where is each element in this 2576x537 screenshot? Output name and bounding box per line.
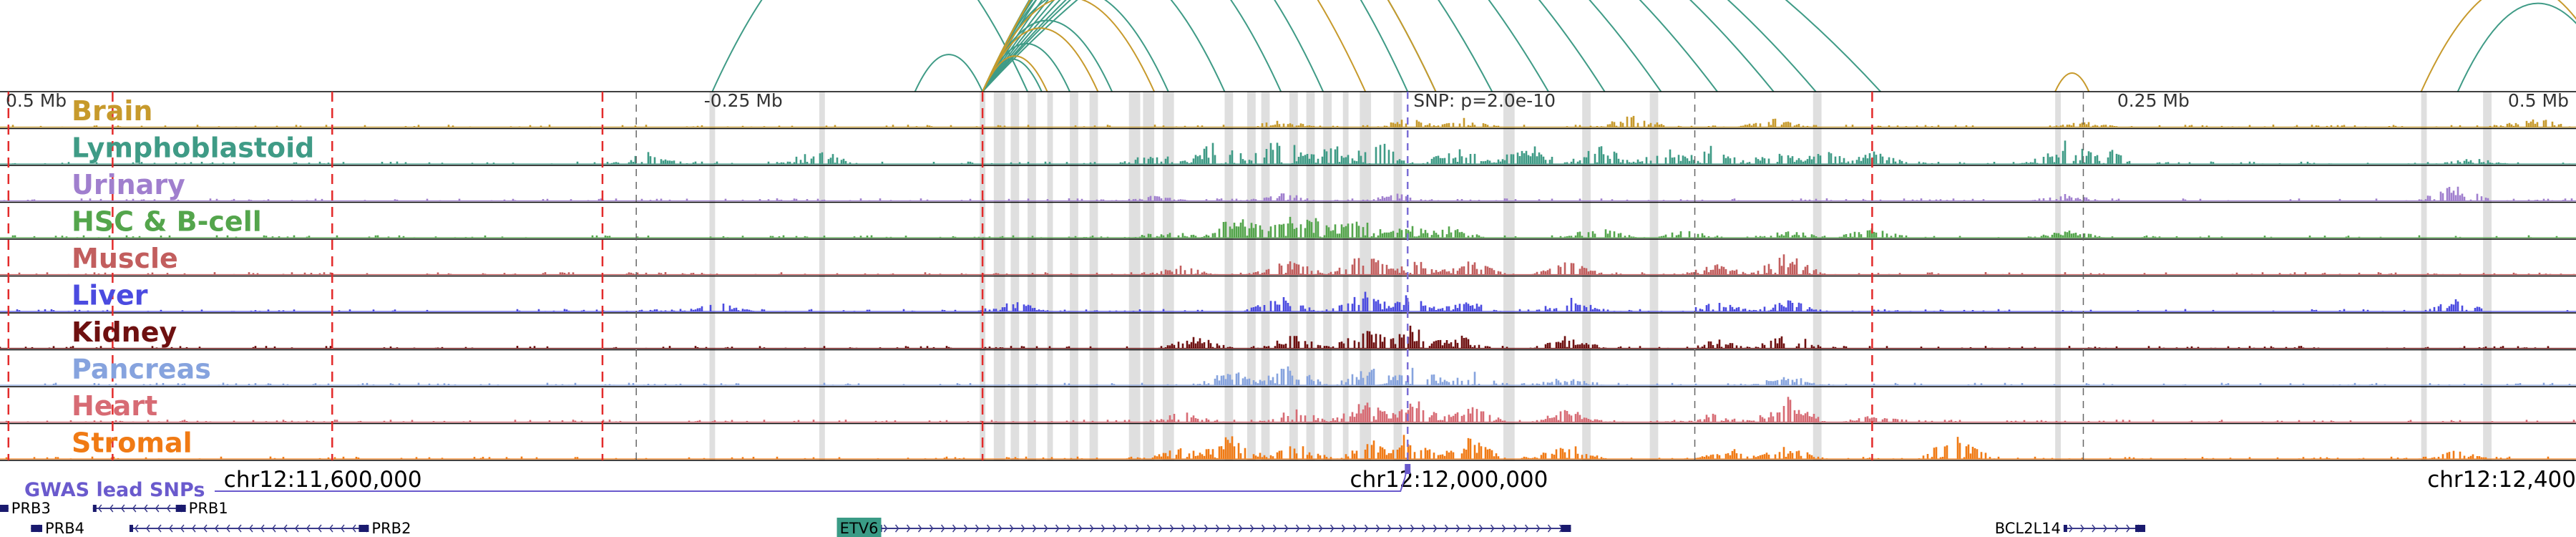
gene-label: BCL2L14 xyxy=(1995,520,2061,537)
gwas-snp-marker xyxy=(1405,464,1411,474)
gene-track: PRB3 PRB1 PRB4 PRB2 ETV6 BCL2L14 xyxy=(0,500,2146,537)
track-signal xyxy=(0,325,2550,349)
track-pancreas xyxy=(0,349,2576,386)
gene-exon xyxy=(129,525,133,532)
chromatin-loop xyxy=(982,0,1437,92)
gene-exon xyxy=(0,505,9,512)
chromatin-loop xyxy=(914,54,984,92)
axis-tick-label: 0.5 Mb xyxy=(2508,90,2569,111)
gene-label: PRB2 xyxy=(371,520,411,537)
track-lymphoblastoid xyxy=(0,127,2576,165)
gene-exon xyxy=(358,525,369,532)
strand-chevrons xyxy=(97,504,182,513)
track-signal xyxy=(11,216,2558,238)
genomic-position-label: chr12:12,400 xyxy=(2427,467,2576,493)
gene-prb4: PRB4 xyxy=(31,520,84,537)
chromatin-loop xyxy=(982,0,1775,92)
gene-label: PRB1 xyxy=(189,500,228,517)
gene-exon xyxy=(1561,525,1571,532)
track-hsc-b-cell xyxy=(0,201,2576,238)
gene-prb1: PRB1 xyxy=(92,500,228,517)
signal-tracks xyxy=(0,91,2576,461)
marker-lines xyxy=(7,92,2084,460)
genomic-position-label: chr12:12,000,000 xyxy=(1350,467,1548,493)
track-label-heart: Heart xyxy=(72,390,157,422)
track-label-liver: Liver xyxy=(72,280,148,311)
gene-exon xyxy=(175,505,186,512)
track-labels: Brain Lymphoblastoid Urinary HSC & B-cell Mu… xyxy=(72,95,314,459)
strand-chevrons xyxy=(2069,524,2142,533)
gene-etv6: ETV6 xyxy=(836,518,1571,537)
track-signal xyxy=(3,186,2573,201)
track-label-muscle: Muscle xyxy=(72,243,178,274)
chromatin-loop xyxy=(982,0,1817,92)
track-liver xyxy=(0,275,2576,312)
track-heart xyxy=(0,386,2576,423)
chromatin-loop xyxy=(982,0,1718,92)
gene-label-highlight xyxy=(836,518,882,537)
genomic-position-label: chr12:11,600,000 xyxy=(224,467,422,493)
chromatin-loop xyxy=(2420,0,2576,92)
track-label-urinary: Urinary xyxy=(72,169,185,200)
track-label-stromal: Stromal xyxy=(72,427,192,459)
gene-exon xyxy=(2063,525,2067,532)
gene-exon xyxy=(31,525,35,532)
chromatin-loop xyxy=(982,0,1282,92)
chromatin-loop xyxy=(982,0,1549,92)
gwas-track-label: GWAS lead SNPs xyxy=(24,479,205,501)
track-brain xyxy=(0,91,2576,128)
bottom-annotation: GWAS lead SNPs chr12:11,600,000 chr12:12,… xyxy=(24,464,2576,501)
chromatin-loop xyxy=(711,0,1028,92)
chromatin-loop xyxy=(982,0,1493,92)
chromatin-loop xyxy=(982,0,1156,92)
gene-prb2: PRB2 xyxy=(129,520,411,537)
strand-chevrons xyxy=(883,524,1563,533)
gene-exon xyxy=(2135,525,2146,532)
track-stromal xyxy=(0,422,2576,460)
chromatin-loop xyxy=(982,0,1881,92)
track-label-pancreas: Pancreas xyxy=(72,354,211,385)
track-kidney xyxy=(0,312,2576,349)
chromatin-loop xyxy=(982,0,1226,92)
track-label-lymphoblastoid: Lymphoblastoid xyxy=(72,132,314,164)
gene-exon xyxy=(92,505,97,512)
axis-tick-label: 0.5 Mb xyxy=(6,90,67,111)
track-signal xyxy=(5,435,2550,459)
gene-label: PRB4 xyxy=(45,520,84,537)
track-label-hsc-b-cell: HSC & B-cell xyxy=(72,206,262,238)
gene-label: PRB3 xyxy=(11,500,51,517)
chromatin-loop xyxy=(982,0,1662,92)
top-axis: 0.5 Mb -0.25 Mb SNP: p=2.0e-10 0.25 Mb 0.5 M… xyxy=(6,90,2569,111)
strand-chevrons xyxy=(135,524,368,533)
gene-prb3: PRB3 xyxy=(0,500,51,517)
chromatin-loop xyxy=(2054,72,2090,92)
track-label-brain: Brain xyxy=(72,95,152,127)
chromatin-loop xyxy=(982,0,1437,92)
track-urinary xyxy=(0,165,2576,202)
gene-exon xyxy=(0,505,4,512)
axis-tick-label: -0.25 Mb xyxy=(704,90,783,111)
chromatin-loop xyxy=(982,55,1048,92)
chromatin-loop xyxy=(982,0,1324,92)
chromatin-loops xyxy=(711,0,2576,92)
chromatin-loop xyxy=(982,0,1606,92)
axis-tick-label: SNP: p=2.0e-10 xyxy=(1413,90,1556,111)
gene-exon xyxy=(32,525,43,532)
axis-tick-label: 0.25 Mb xyxy=(2117,90,2190,111)
track-label-kidney: Kidney xyxy=(72,316,177,348)
track-muscle xyxy=(0,238,2576,276)
chromatin-loop xyxy=(982,27,1099,92)
gene-bcl2l14: BCL2L14 xyxy=(1995,520,2146,537)
chromatin-loop xyxy=(2457,2,2576,92)
gene-label: ETV6 xyxy=(840,520,879,537)
